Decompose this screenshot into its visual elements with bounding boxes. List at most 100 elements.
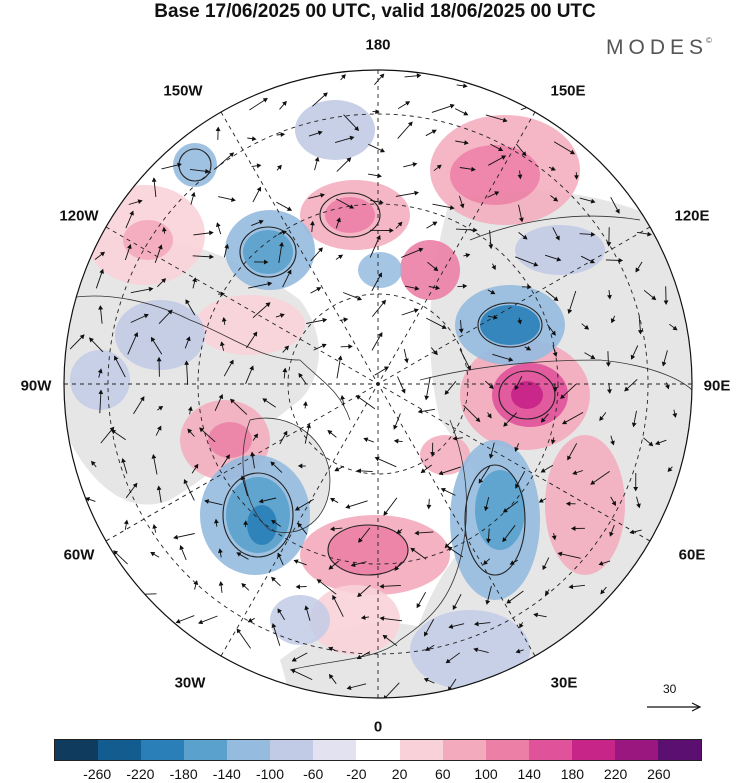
wind-vector-head [404, 358, 409, 364]
wind-vector-head [377, 272, 382, 278]
wind-vector-head [337, 355, 343, 361]
wind-vector-head [256, 163, 262, 169]
wind-vector-head [258, 498, 264, 504]
colorbar-segment [528, 740, 572, 760]
wind-vector-arrow [383, 682, 400, 698]
wind-vector-head [514, 446, 519, 452]
colorbar-tick-label: -20 [346, 766, 367, 782]
wind-vectors [69, 73, 678, 698]
wind-vector-arrow [332, 595, 344, 617]
wind-vector-head [473, 227, 478, 233]
wind-vector-head [317, 130, 323, 136]
wind-vector-arrow [553, 141, 575, 155]
colorbar-tick-label: -140 [212, 766, 241, 782]
wind-vector-head [630, 354, 636, 360]
wind-vector-head [506, 599, 512, 604]
wind-vector-arrow [401, 248, 423, 258]
wind-vector-head [114, 355, 119, 361]
wind-vector-head [267, 281, 273, 287]
wind-vector-head [615, 208, 620, 214]
anomaly-positive [310, 585, 400, 655]
wind-vector-head [631, 422, 637, 428]
wind-vector-head [521, 151, 527, 157]
wind-vector-head [488, 244, 494, 250]
wind-vector-head [187, 406, 193, 411]
wind-vector-head [572, 470, 578, 475]
wind-vector-head [338, 254, 344, 260]
wind-vector-head [629, 529, 635, 535]
wind-vector-head [526, 345, 532, 351]
wind-vector-head [590, 198, 596, 204]
wind-vector-head [609, 531, 614, 537]
wind-vector-head [475, 417, 481, 423]
wind-vector-head [414, 530, 419, 536]
wind-vector-head [316, 579, 322, 584]
wind-vector-head [177, 162, 182, 168]
wind-vector-head [487, 413, 492, 419]
wind-vector-head [651, 295, 657, 301]
wind-vector-head [304, 605, 310, 611]
wind-vector-head [420, 468, 426, 474]
wind-vector-head [334, 466, 340, 472]
wind-vector-head [215, 126, 221, 132]
contour-lines [178, 148, 556, 576]
wind-vector-head [316, 287, 322, 292]
wind-vector-head [336, 217, 341, 223]
anomaly-negative [475, 470, 525, 550]
colorbar-segment [141, 740, 185, 760]
reference-vector: 30 [645, 682, 705, 722]
wind-vector-head [483, 506, 489, 512]
colorbar-tick-label: -180 [169, 766, 198, 782]
wind-vector-arrow [432, 203, 454, 209]
wind-vector-head [449, 205, 455, 210]
wind-vector-head [636, 503, 641, 509]
lon-label-60w: 60W [63, 546, 95, 564]
wind-vector-head [243, 520, 248, 525]
wind-vector-head [379, 148, 386, 153]
wind-vector-head [355, 395, 361, 400]
wind-vector-head [441, 324, 447, 329]
wind-vector-arrow [236, 628, 251, 649]
wind-vector-head [270, 461, 276, 467]
wind-vector-head [258, 219, 264, 225]
wind-vector-head [250, 451, 255, 457]
wind-vector-head [518, 217, 524, 223]
wind-vector-arrow [369, 235, 381, 258]
wind-vector-head [328, 673, 334, 680]
wind-vector-head [661, 361, 667, 367]
wind-vector-head [462, 83, 468, 89]
colorbar-segment [270, 740, 314, 760]
wind-vector-head [473, 621, 479, 627]
wind-vector-head [224, 243, 230, 249]
colorbar-tick-label: -100 [255, 766, 285, 782]
wind-vector-head [412, 162, 418, 167]
wind-vector-head [417, 408, 423, 414]
map-title: Base 17/06/2025 00 UTC, valid 18/06/2025… [154, 1, 596, 22]
wind-vector-head [310, 220, 315, 226]
wind-vector-head [179, 545, 185, 551]
wind-vector-head [672, 325, 678, 331]
reference-vector-label: 30 [663, 682, 677, 696]
wind-vector-head [204, 499, 210, 504]
wind-vector-head [383, 366, 390, 371]
wind-vector-head [90, 460, 96, 466]
wind-vector-arrow [515, 256, 538, 266]
wind-vector-head [449, 103, 455, 109]
wind-vector-head [405, 101, 411, 106]
wind-vector-head [424, 631, 429, 637]
wind-vector-head [360, 615, 366, 620]
wind-vector-head [208, 230, 214, 236]
wind-vector-head [156, 485, 162, 491]
wind-vector-head [156, 356, 162, 362]
wind-vector-head [306, 423, 311, 429]
colorbar-segment [184, 740, 228, 760]
wind-vector-head [113, 550, 119, 556]
wind-vector-arrow [127, 332, 138, 355]
wind-vector-head [423, 677, 429, 683]
wind-vector-head [600, 589, 605, 595]
wind-vector-arrow [252, 302, 271, 319]
wind-vector-head [465, 252, 471, 258]
lon-label-90e: 90E [703, 377, 731, 395]
lon-label-120w: 120W [59, 207, 99, 225]
wind-vector-head [533, 261, 539, 267]
